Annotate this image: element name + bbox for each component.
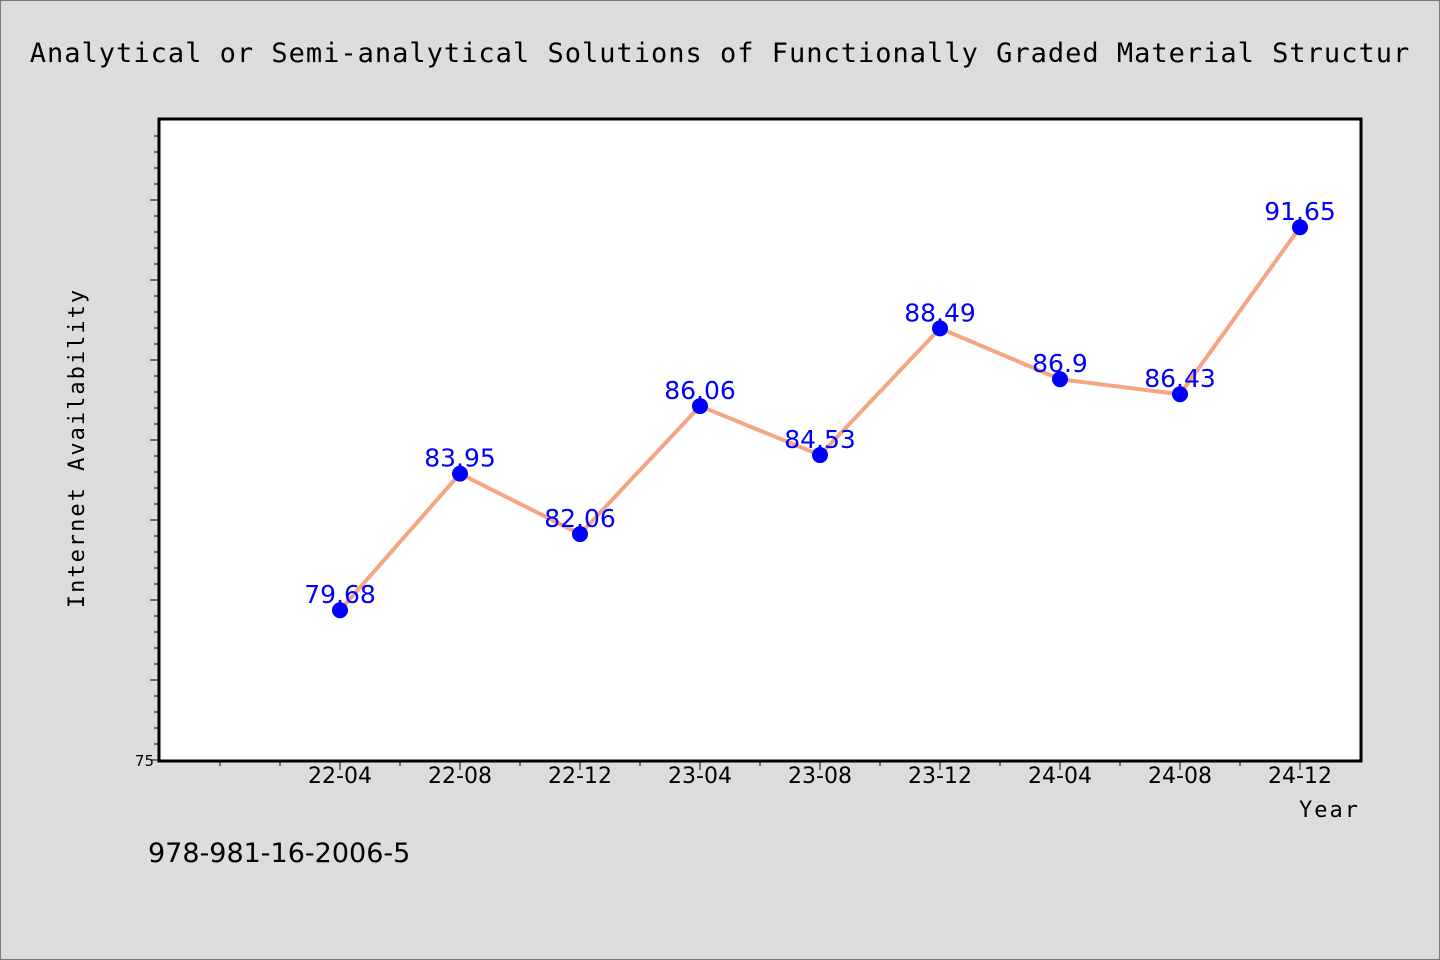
- x-tick-label: 23-12: [908, 764, 972, 789]
- data-label: 91.65: [1264, 197, 1336, 226]
- data-label: 79.68: [304, 580, 376, 609]
- x-axis-ticks: 22-04 22-08 22-12 23-04 23-08 23-12 24-04 24-08…: [219, 760, 1332, 789]
- data-point: [1052, 371, 1068, 388]
- data-labels: 79.68 83.95 82.06 86.06 84.53 88.49 86.9 86.43 9…: [304, 197, 1336, 609]
- plot-area: [157, 117, 1363, 763]
- data-label: 82.06: [544, 504, 616, 533]
- x-tick-label: 22-08: [428, 764, 492, 789]
- data-point: [812, 447, 828, 464]
- data-point: [452, 465, 468, 482]
- data-point: [692, 398, 708, 415]
- x-tick-label: 24-04: [1028, 764, 1092, 789]
- x-axis-label: Year: [1299, 798, 1360, 823]
- x-tick-label: 24-08: [1148, 764, 1212, 789]
- data-label: 83.95: [424, 444, 496, 473]
- data-point: [932, 320, 948, 337]
- footer-isbn: 978-981-16-2006-5: [148, 838, 410, 869]
- chart-title: Analytical or Semi-analytical Solutions …: [30, 38, 1410, 69]
- data-point: [1172, 386, 1188, 403]
- x-tick-label: 23-04: [668, 764, 732, 789]
- data-point: [572, 526, 588, 543]
- y-axis-label: Internet Availability: [65, 288, 90, 608]
- data-point: [332, 602, 348, 619]
- data-label: 86.06: [664, 376, 736, 405]
- y-tick-label: 75: [135, 752, 154, 770]
- data-markers: [332, 219, 1308, 619]
- x-tick-label: 22-12: [548, 764, 612, 789]
- y-axis-ticks: 75: [135, 135, 160, 770]
- data-point: [1292, 219, 1308, 236]
- x-tick-label: 23-08: [788, 764, 852, 789]
- data-label: 88.49: [904, 298, 976, 327]
- data-label: 86.9: [1032, 349, 1088, 378]
- data-label: 84.53: [784, 425, 856, 454]
- x-tick-label: 22-04: [308, 764, 372, 789]
- x-tick-label: 24-12: [1268, 764, 1332, 789]
- data-label: 86.43: [1144, 364, 1216, 393]
